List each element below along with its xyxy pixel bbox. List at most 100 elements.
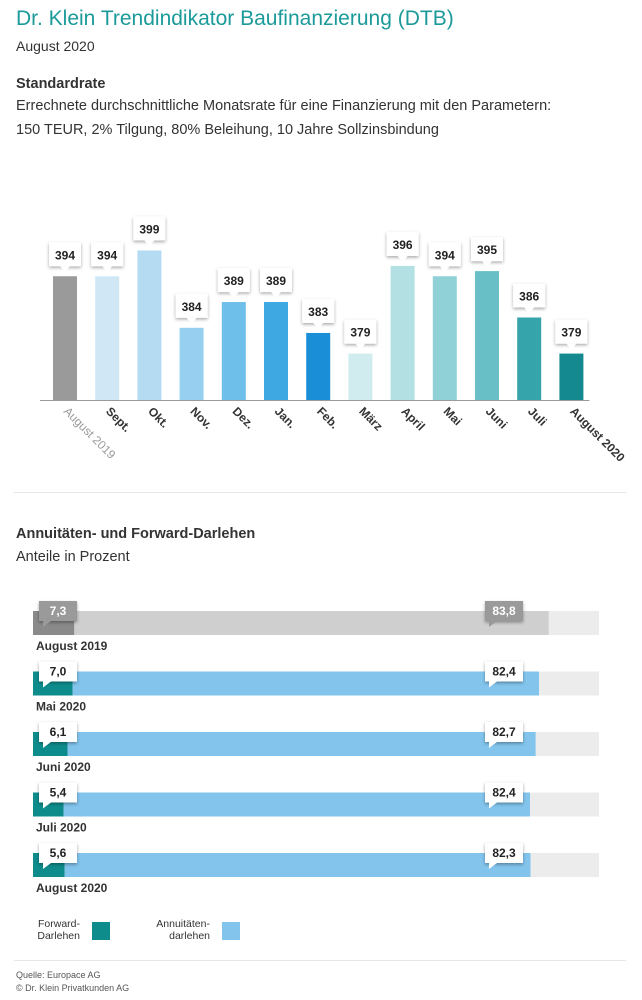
bar-value-pointer-3 (186, 317, 197, 324)
bar-value-box-5 (260, 268, 292, 293)
bar-value-box-9 (428, 242, 461, 267)
forward-value-label-0: 7,3 (50, 604, 67, 618)
bar-value-box-4 (217, 268, 250, 293)
legend-forward-swatch (92, 922, 110, 940)
bar-category-label-6: Feb. (314, 404, 341, 431)
share-row-label-0: August 2019 (36, 639, 108, 653)
bar-value-label-9: 394 (435, 248, 455, 262)
bar-8 (390, 265, 415, 400)
forward-value-pointer-4 (43, 863, 51, 869)
legend-forward-label: Forward- Darlehen (37, 918, 80, 942)
annuity-value-box-4 (485, 843, 523, 863)
bar-value-label-4: 389 (224, 274, 244, 288)
forward-value-pointer-2 (43, 742, 51, 748)
bar-value-pointer-4 (228, 292, 239, 299)
annuity-value-label-1: 82,4 (492, 665, 516, 679)
bar-value-label-1: 394 (97, 248, 117, 262)
bar-category-label-8: April (398, 404, 427, 433)
bar-value-box-8 (386, 231, 419, 256)
forward-value-label-3: 5,4 (50, 786, 67, 800)
annuity-bar-1 (72, 671, 540, 696)
bar-value-box-10 (471, 237, 503, 262)
standardrate-parameters: 150 TEUR, 2% Tilgung, 80% Beleihung, 10 … (16, 122, 439, 138)
bar-3 (179, 327, 204, 400)
bar-value-label-5: 389 (266, 274, 286, 288)
forward-value-box-3 (39, 782, 77, 803)
darlehen-heading: Annuitäten- und Forward-Darlehen (16, 526, 256, 542)
bar-11 (517, 317, 542, 400)
source-note: Quelle: Europace AG (16, 970, 101, 980)
bar-value-label-6: 383 (308, 305, 328, 319)
annuity-bar-0 (74, 611, 549, 635)
share-row-label-1: Mai 2020 (36, 700, 86, 714)
bar-value-box-0 (49, 242, 81, 267)
bar-10 (475, 271, 499, 400)
annuity-value-box-3 (485, 782, 523, 803)
bar-9 (432, 276, 457, 400)
share-row-label-3: Juli 2020 (36, 821, 87, 835)
share-row-label-4: August 2020 (36, 881, 108, 895)
bar-category-label-1: Sept. (103, 404, 134, 435)
bar-value-pointer-12 (566, 343, 577, 350)
bar-category-label-2: Okt. (145, 404, 171, 430)
annuity-bar-3 (63, 792, 530, 817)
bar-value-label-0: 394 (55, 248, 75, 262)
bar-value-box-12 (555, 319, 588, 344)
bar-value-label-3: 384 (182, 300, 202, 314)
legend-annuity-swatch (222, 922, 240, 940)
bar-value-label-2: 399 (139, 222, 159, 236)
legend-annuity-label: Annuitäten-darlehen (156, 918, 210, 942)
bar-category-label-10: Juni (483, 404, 510, 431)
bar-12 (559, 353, 584, 400)
bar-value-label-7: 379 (350, 326, 370, 340)
page-title: Dr. Klein Trendindikator Baufinanzierung… (16, 7, 454, 30)
bar-4 (221, 302, 246, 400)
bar-category-label-5: Jan. (272, 404, 299, 431)
annuity-value-pointer-4 (489, 863, 497, 869)
forward-value-label-1: 7,0 (50, 665, 67, 679)
share-row-label-2: Juni 2020 (36, 760, 91, 774)
bar-6 (306, 332, 331, 400)
annuity-value-box-0 (485, 601, 523, 621)
annuity-bar-4 (64, 853, 531, 877)
annuity-bar-2 (67, 732, 536, 756)
bar-category-label-12: August 2020 (567, 404, 628, 465)
bar-value-pointer-7 (355, 343, 366, 350)
bar-0 (53, 276, 77, 400)
bar-value-pointer-1 (102, 266, 113, 273)
bar-value-pointer-8 (397, 255, 408, 262)
forward-value-box-4 (39, 843, 77, 863)
footer-divider (14, 960, 626, 961)
standardrate-heading: Standardrate (16, 76, 106, 92)
forward-value-box-2 (39, 722, 77, 742)
bar-value-pointer-11 (524, 307, 535, 314)
annuity-value-box-2 (485, 722, 523, 742)
page-subtitle: August 2020 (16, 38, 95, 54)
forward-value-label-4: 5,6 (50, 846, 67, 860)
bar-value-pointer-6 (313, 322, 324, 329)
annuity-value-label-3: 82,4 (492, 786, 516, 800)
bar-value-box-6 (302, 298, 335, 323)
standardrate-description: Errechnete durchschnittliche Monatsrate … (16, 98, 552, 114)
bar-category-label-7: März (356, 404, 385, 433)
bar-value-pointer-5 (271, 292, 281, 299)
bar-2 (137, 250, 162, 400)
bar-value-pointer-0 (60, 266, 70, 273)
bar-5 (264, 302, 288, 400)
annuity-value-label-2: 82,7 (492, 725, 516, 739)
bar-category-label-9: Mai (441, 404, 465, 428)
bar-value-box-3 (175, 293, 208, 318)
bar-value-pointer-2 (144, 240, 155, 247)
bar-value-box-1 (91, 242, 124, 267)
annuity-value-pointer-1 (489, 681, 497, 688)
bar-value-label-10: 395 (477, 243, 497, 257)
annuity-value-pointer-0 (489, 621, 497, 627)
annuity-value-label-4: 82,3 (492, 846, 516, 860)
bar-7 (348, 353, 373, 400)
bar-category-label-4: Dez. (230, 404, 257, 431)
forward-value-pointer-1 (43, 681, 51, 688)
forward-value-pointer-0 (43, 621, 51, 627)
bar-value-pointer-10 (482, 261, 492, 268)
annuity-value-label-0: 83,8 (492, 604, 516, 618)
